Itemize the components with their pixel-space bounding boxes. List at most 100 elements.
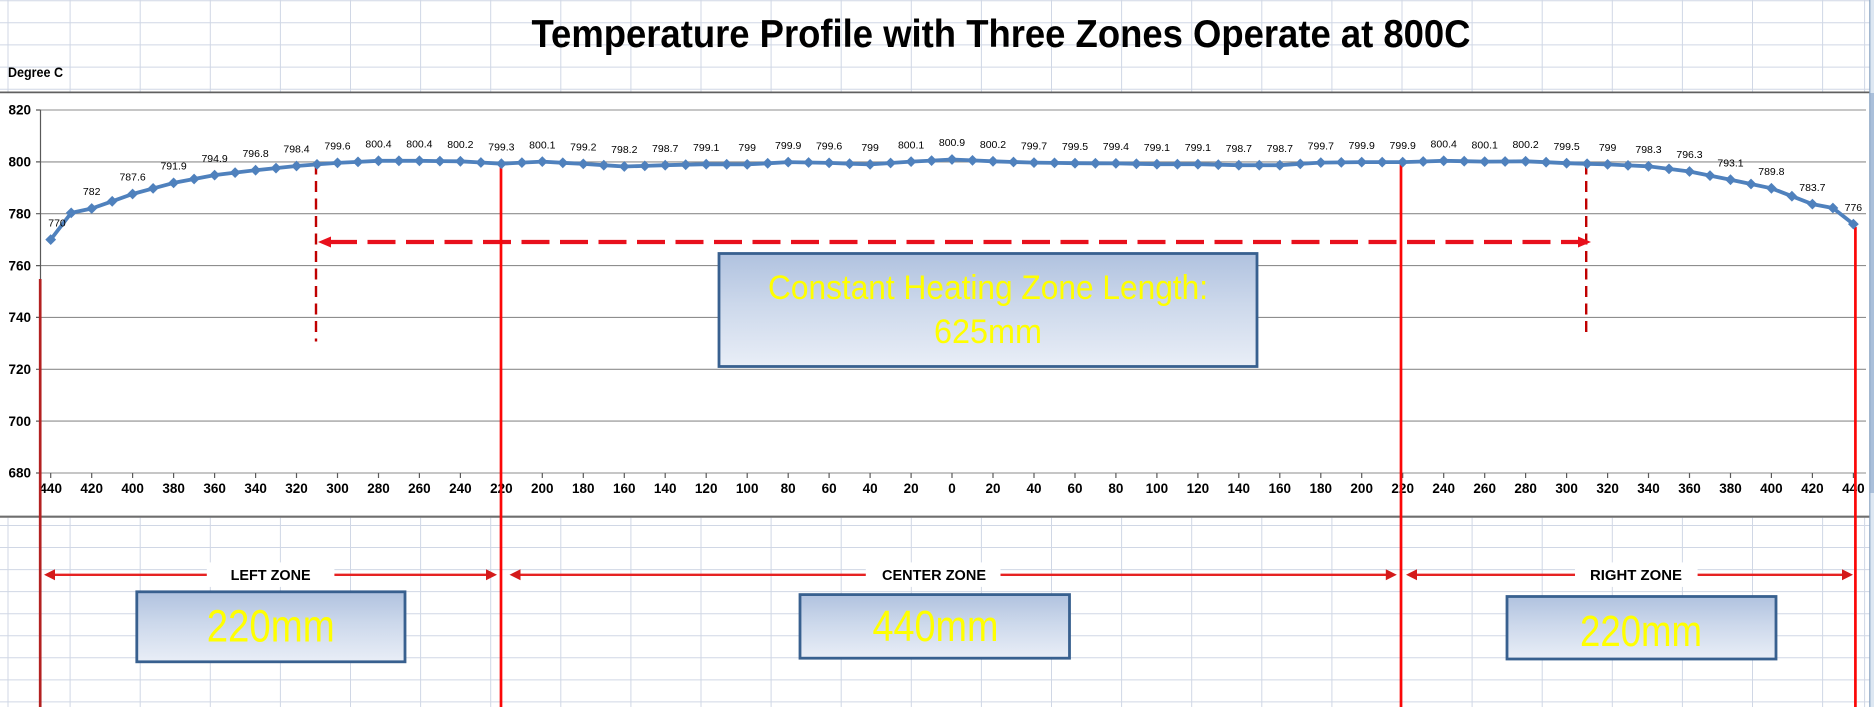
svg-text:220mm: 220mm [207, 601, 335, 652]
svg-text:799.6: 799.6 [816, 141, 842, 153]
svg-text:798.2: 798.2 [611, 144, 637, 156]
svg-text:60: 60 [1067, 481, 1082, 496]
svg-text:140: 140 [654, 481, 677, 496]
svg-text:796.8: 796.8 [242, 148, 268, 160]
svg-text:789.8: 789.8 [1758, 166, 1784, 178]
svg-text:160: 160 [613, 481, 636, 496]
svg-text:799.1: 799.1 [693, 142, 719, 154]
svg-text:340: 340 [244, 481, 267, 496]
svg-text:380: 380 [162, 481, 185, 496]
svg-text:RIGHT ZONE: RIGHT ZONE [1590, 568, 1682, 584]
svg-text:799.1: 799.1 [1144, 142, 1170, 154]
svg-text:60: 60 [822, 481, 837, 496]
svg-text:440: 440 [39, 481, 62, 496]
svg-text:770: 770 [48, 217, 66, 229]
svg-text:220mm: 220mm [1580, 607, 1702, 656]
svg-text:420: 420 [1801, 481, 1824, 496]
svg-text:300: 300 [326, 481, 349, 496]
svg-text:300: 300 [1555, 481, 1578, 496]
svg-text:440: 440 [1842, 481, 1865, 496]
svg-text:799.1: 799.1 [1185, 142, 1211, 154]
svg-text:260: 260 [408, 481, 431, 496]
svg-text:240: 240 [1432, 481, 1455, 496]
svg-text:799: 799 [1599, 142, 1617, 154]
svg-text:20: 20 [985, 481, 1000, 496]
svg-text:160: 160 [1269, 481, 1292, 496]
svg-text:280: 280 [367, 481, 390, 496]
svg-text:800.2: 800.2 [447, 139, 473, 151]
svg-text:799.7: 799.7 [1308, 140, 1334, 152]
svg-text:360: 360 [1678, 481, 1701, 496]
svg-text:200: 200 [531, 481, 554, 496]
svg-text:798.7: 798.7 [652, 143, 678, 155]
svg-text:720: 720 [8, 362, 31, 377]
svg-text:100: 100 [736, 481, 759, 496]
svg-text:776: 776 [1845, 202, 1863, 214]
svg-text:794.9: 794.9 [201, 153, 227, 165]
svg-text:440mm: 440mm [873, 602, 999, 651]
svg-text:320: 320 [1596, 481, 1619, 496]
svg-text:800: 800 [8, 155, 31, 170]
svg-text:799.9: 799.9 [775, 140, 801, 152]
svg-text:40: 40 [863, 481, 878, 496]
svg-text:800.1: 800.1 [898, 139, 924, 151]
svg-text:260: 260 [1473, 481, 1496, 496]
svg-text:820: 820 [8, 103, 31, 118]
svg-text:LEFT ZONE: LEFT ZONE [231, 568, 311, 584]
svg-text:420: 420 [80, 481, 103, 496]
svg-text:800.9: 800.9 [939, 137, 965, 149]
svg-text:799: 799 [861, 142, 879, 154]
svg-text:40: 40 [1026, 481, 1041, 496]
svg-text:799.9: 799.9 [1349, 140, 1375, 152]
svg-text:340: 340 [1637, 481, 1660, 496]
svg-text:Temperature Profile with Three: Temperature Profile with Three Zones Ope… [532, 13, 1471, 56]
svg-text:799: 799 [738, 142, 756, 154]
svg-text:380: 380 [1719, 481, 1742, 496]
svg-text:799.2: 799.2 [570, 142, 596, 154]
svg-text:320: 320 [285, 481, 308, 496]
svg-text:760: 760 [8, 258, 31, 273]
svg-text:120: 120 [1187, 481, 1210, 496]
svg-text:799.3: 799.3 [488, 141, 514, 153]
svg-text:400: 400 [121, 481, 144, 496]
svg-text:800.1: 800.1 [1472, 139, 1498, 151]
svg-text:20: 20 [904, 481, 919, 496]
svg-text:800.2: 800.2 [1512, 139, 1538, 151]
svg-text:240: 240 [449, 481, 472, 496]
svg-text:799.6: 799.6 [324, 141, 350, 153]
svg-text:100: 100 [1146, 481, 1169, 496]
svg-text:800.1: 800.1 [529, 139, 555, 151]
svg-text:CENTER ZONE: CENTER ZONE [882, 568, 986, 584]
svg-text:80: 80 [781, 481, 796, 496]
svg-text:Degree C: Degree C [8, 64, 63, 80]
svg-text:799.9: 799.9 [1390, 140, 1416, 152]
svg-text:680: 680 [8, 466, 31, 481]
svg-text:360: 360 [203, 481, 226, 496]
svg-text:280: 280 [1514, 481, 1537, 496]
svg-text:799.7: 799.7 [1021, 140, 1047, 152]
svg-text:180: 180 [572, 481, 595, 496]
svg-text:0: 0 [948, 481, 956, 496]
svg-text:800.4: 800.4 [1431, 139, 1457, 151]
svg-text:220: 220 [1391, 481, 1414, 496]
svg-text:700: 700 [8, 414, 31, 429]
svg-text:798.7: 798.7 [1226, 143, 1252, 155]
svg-text:798.7: 798.7 [1267, 143, 1293, 155]
svg-text:400: 400 [1760, 481, 1783, 496]
svg-text:800.4: 800.4 [406, 139, 432, 151]
svg-text:780: 780 [8, 206, 31, 221]
svg-text:798.4: 798.4 [283, 144, 309, 156]
svg-text:799.5: 799.5 [1062, 141, 1088, 153]
svg-text:140: 140 [1228, 481, 1251, 496]
svg-text:799.5: 799.5 [1553, 141, 1579, 153]
svg-text:120: 120 [695, 481, 718, 496]
svg-text:740: 740 [8, 310, 31, 325]
svg-text:200: 200 [1350, 481, 1373, 496]
svg-text:625mm: 625mm [934, 313, 1042, 351]
svg-text:799.4: 799.4 [1103, 141, 1129, 153]
svg-text:798.3: 798.3 [1635, 144, 1661, 156]
svg-text:80: 80 [1108, 481, 1123, 496]
svg-text:796.3: 796.3 [1676, 149, 1702, 161]
svg-text:800.2: 800.2 [980, 139, 1006, 151]
svg-text:791.9: 791.9 [160, 161, 186, 173]
